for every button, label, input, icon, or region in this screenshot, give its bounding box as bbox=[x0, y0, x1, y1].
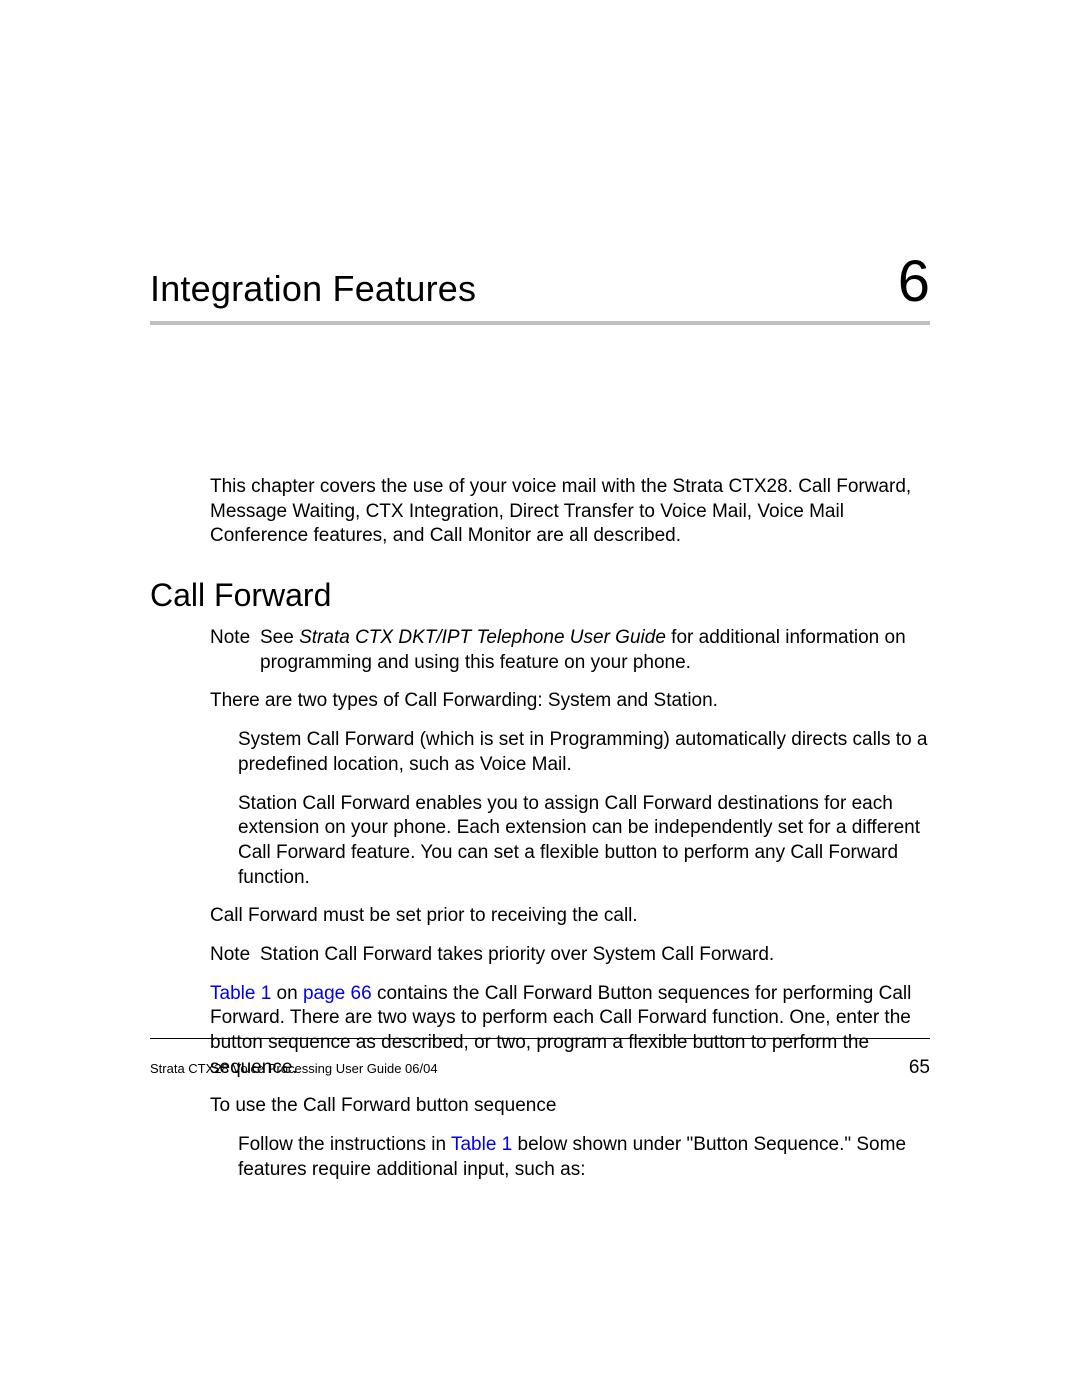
section-body: Note See Strata CTX DKT/IPT Telephone Us… bbox=[210, 626, 930, 1182]
chapter-title: Integration Features bbox=[150, 268, 476, 310]
paragraph-set-prior: Call Forward must be set prior to receiv… bbox=[210, 904, 930, 929]
page-66-link[interactable]: page 66 bbox=[303, 983, 372, 1004]
sub-bullet-pre: Follow the instructions in bbox=[238, 1134, 451, 1155]
page-footer: Strata CTX28 Voice Processing User Guide… bbox=[150, 1038, 930, 1079]
note-italic-title: Strata CTX DKT/IPT Telephone User Guide bbox=[299, 627, 666, 648]
paragraph-types-intro: There are two types of Call Forwarding: … bbox=[210, 689, 930, 714]
note-text: See Strata CTX DKT/IPT Telephone User Gu… bbox=[260, 626, 930, 675]
table-1-link-inline[interactable]: Table 1 bbox=[451, 1134, 512, 1155]
chapter-number: 6 bbox=[898, 248, 930, 315]
bullet-system-call-forward: System Call Forward (which is set in Pro… bbox=[238, 728, 930, 777]
note-1: Note See Strata CTX DKT/IPT Telephone Us… bbox=[210, 626, 930, 675]
footer-doc-title: Strata CTX28 Voice Processing User Guide… bbox=[150, 1061, 438, 1076]
note-label: Note bbox=[210, 943, 260, 968]
note-text: Station Call Forward takes priority over… bbox=[260, 943, 930, 968]
note-pre: See bbox=[260, 627, 299, 648]
note-label: Note bbox=[210, 626, 260, 675]
bullet-follow-instructions: Follow the instructions in Table 1 below… bbox=[238, 1133, 930, 1182]
chapter-header: Integration Features 6 bbox=[150, 248, 930, 325]
footer-page-number: 65 bbox=[909, 1057, 930, 1079]
table-1-link[interactable]: Table 1 bbox=[210, 983, 271, 1004]
section-heading: Call Forward bbox=[150, 577, 930, 614]
text-on: on bbox=[271, 983, 303, 1004]
bullet-station-call-forward: Station Call Forward enables you to assi… bbox=[238, 792, 930, 891]
chapter-intro: This chapter covers the use of your voic… bbox=[210, 475, 930, 549]
sub-heading: To use the Call Forward button sequence bbox=[210, 1094, 930, 1119]
note-2: Note Station Call Forward takes priority… bbox=[210, 943, 930, 968]
document-page: Integration Features 6 This chapter cove… bbox=[0, 0, 1080, 1397]
